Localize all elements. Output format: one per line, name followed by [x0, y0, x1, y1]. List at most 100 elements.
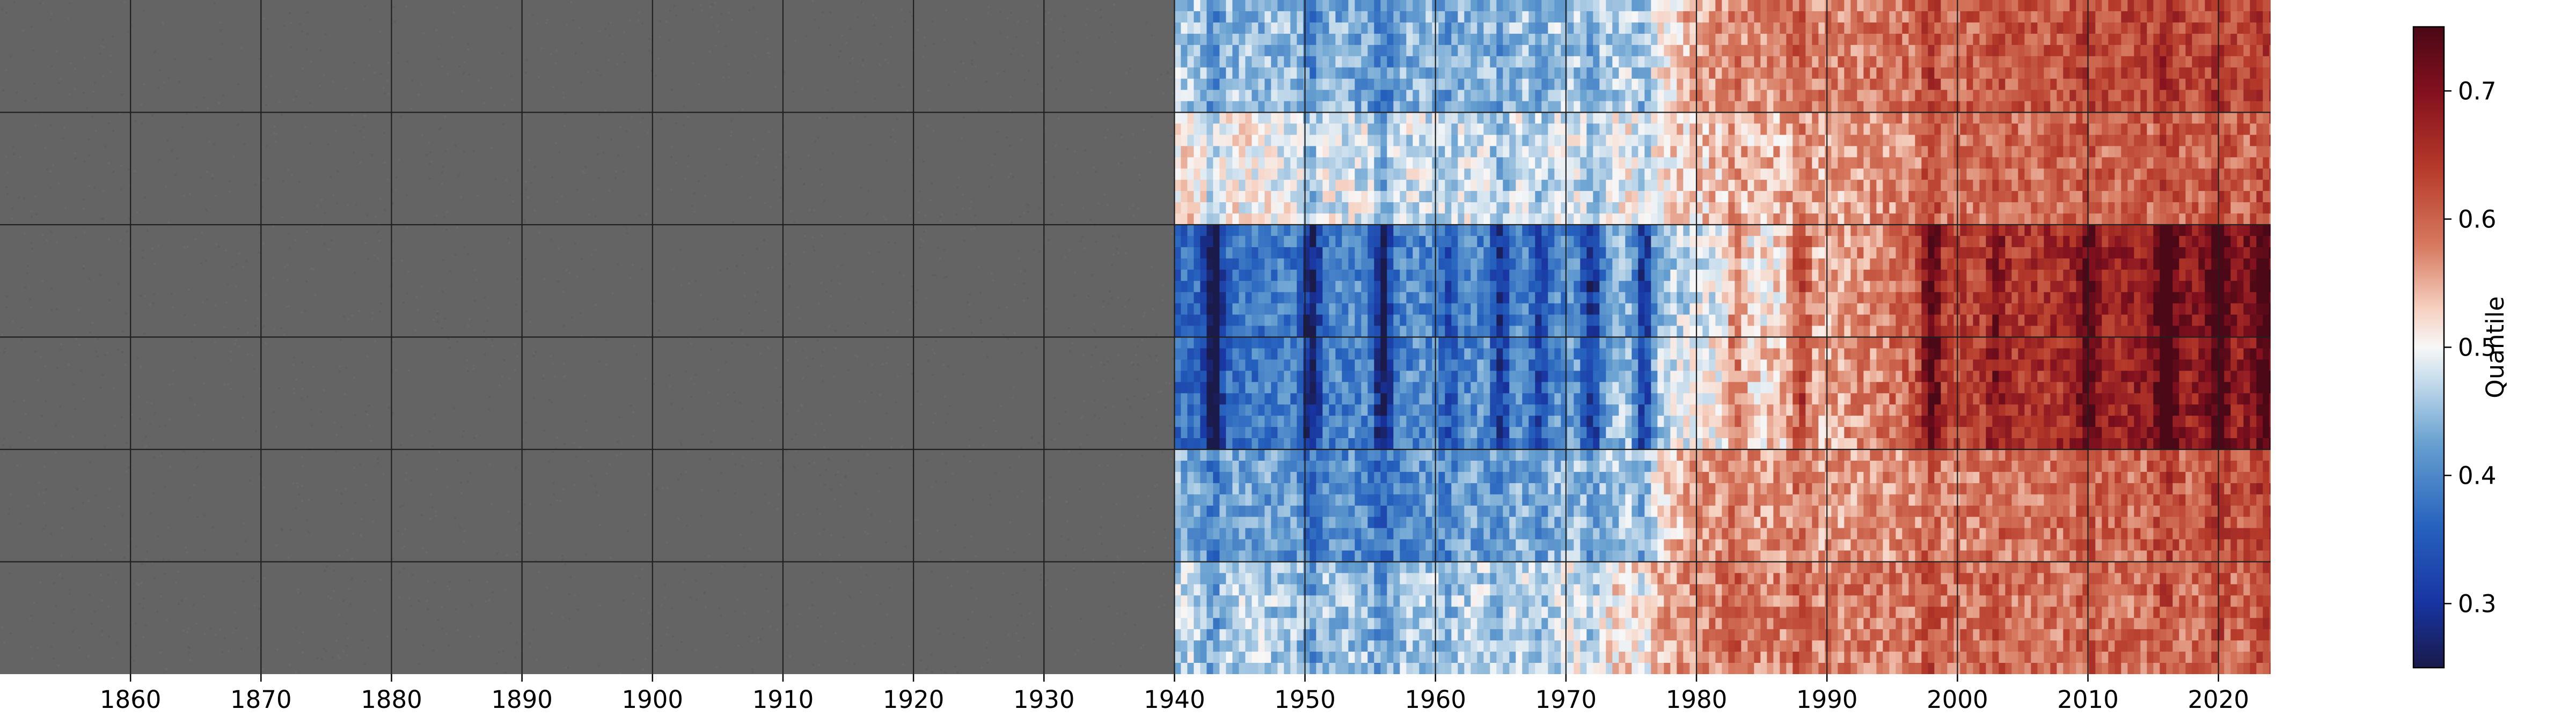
heatmap-cell	[1348, 438, 1355, 450]
heatmap-cell	[1329, 22, 1336, 34]
no-data-grain	[248, 479, 251, 482]
heatmap-cell	[1303, 213, 1310, 225]
no-data-grain	[633, 344, 635, 347]
no-data-grain	[526, 196, 529, 199]
heatmap-cell	[1438, 573, 1445, 585]
no-data-grain	[655, 649, 657, 652]
heatmap-cell	[1213, 90, 1220, 102]
heatmap-cell	[1206, 438, 1213, 450]
heatmap-cell	[1213, 528, 1220, 540]
no-data-grain	[825, 116, 828, 119]
heatmap-cell	[1303, 516, 1310, 529]
no-data-grain	[676, 648, 679, 651]
heatmap-cell	[1445, 449, 1452, 461]
heatmap-cell	[1438, 22, 1445, 34]
heatmap-cell	[1232, 157, 1239, 169]
no-data-grain	[1169, 76, 1172, 78]
heatmap-cell	[1355, 90, 1362, 102]
no-data-grain	[456, 340, 459, 343]
no-data-grain	[754, 55, 757, 57]
heatmap-cell	[1458, 56, 1465, 68]
heatmap-cell	[1380, 202, 1387, 214]
heatmap-cell	[1194, 314, 1201, 327]
heatmap-cell	[1264, 607, 1271, 618]
no-data-grain	[812, 663, 815, 666]
heatmap-cell	[1194, 157, 1201, 169]
heatmap-cell	[1406, 505, 1413, 518]
heatmap-cell	[1245, 516, 1252, 529]
heatmap-cell	[1425, 652, 1432, 663]
heatmap-cell	[1329, 146, 1336, 158]
heatmap-cell	[1239, 371, 1246, 382]
no-data-grain	[962, 116, 965, 119]
no-data-grain	[477, 636, 480, 638]
heatmap-cell	[1451, 235, 1458, 248]
no-data-grain	[235, 627, 237, 629]
no-data-grain	[82, 267, 85, 270]
heatmap-cell	[1271, 247, 1278, 259]
heatmap-cell	[1309, 56, 1316, 68]
heatmap-cell	[1284, 618, 1291, 630]
no-data-grain	[939, 257, 941, 260]
heatmap-cell	[1451, 123, 1458, 135]
heatmap-cell	[1374, 438, 1381, 450]
heatmap-cell	[1413, 584, 1419, 596]
heatmap-cell	[1348, 483, 1355, 495]
no-data-grain	[1102, 300, 1105, 302]
heatmap-cell	[1252, 471, 1258, 484]
heatmap-cell	[1464, 11, 1471, 23]
no-data-grain	[952, 558, 955, 561]
heatmap-cell	[1400, 180, 1407, 191]
heatmap-cell	[1181, 56, 1188, 68]
no-data-grain	[896, 330, 898, 333]
no-data-grain	[160, 452, 163, 454]
heatmap-cell	[1348, 359, 1355, 371]
heatmap-cell	[1245, 292, 1252, 304]
heatmap-cell	[1181, 359, 1188, 371]
no-data-grain	[885, 361, 888, 364]
heatmap-cell	[1470, 90, 1477, 102]
heatmap-cell	[1367, 258, 1374, 270]
heatmap-cell	[1181, 280, 1188, 293]
heatmap-cell	[1335, 135, 1342, 146]
heatmap-cell	[1303, 483, 1310, 495]
heatmap-cell	[1206, 483, 1213, 495]
heatmap-cell	[1258, 78, 1265, 91]
no-data-grain	[882, 215, 885, 218]
no-data-grain	[1042, 672, 1045, 674]
no-data-grain	[471, 604, 473, 607]
heatmap-cell	[1213, 112, 1220, 124]
no-data-grain	[596, 491, 598, 494]
heatmap-cell	[1252, 112, 1258, 124]
heatmap-cell	[1258, 191, 1265, 203]
heatmap-cell	[1438, 269, 1445, 282]
no-data-grain	[89, 278, 91, 280]
no-data-grain	[496, 552, 499, 555]
no-data-grain	[158, 425, 161, 428]
no-data-grain	[598, 114, 601, 116]
no-data-grain	[741, 333, 744, 335]
no-data-grain	[973, 227, 976, 230]
no-data-grain	[508, 377, 510, 380]
heatmap-cell	[1413, 258, 1419, 270]
no-data-grain	[873, 642, 876, 645]
heatmap-cell	[1174, 449, 1181, 461]
no-data-grain	[275, 544, 278, 546]
heatmap-cell	[1232, 303, 1239, 315]
heatmap-cell	[1335, 258, 1342, 270]
no-data-grain	[767, 267, 770, 269]
heatmap-cell	[1470, 269, 1477, 282]
no-data-grain	[369, 18, 372, 21]
no-data-grain	[996, 72, 999, 75]
no-data-grain	[366, 214, 369, 217]
no-data-grain	[358, 310, 361, 312]
heatmap-cell	[1393, 640, 1400, 652]
heatmap-cell	[1413, 11, 1419, 23]
heatmap-cell	[1232, 382, 1239, 394]
no-data-grain	[655, 487, 658, 490]
heatmap-cell	[1374, 562, 1381, 574]
heatmap-cell	[1348, 562, 1355, 574]
heatmap-cell	[1200, 191, 1207, 203]
no-data-grain	[779, 153, 782, 156]
no-data-grain	[919, 238, 922, 241]
